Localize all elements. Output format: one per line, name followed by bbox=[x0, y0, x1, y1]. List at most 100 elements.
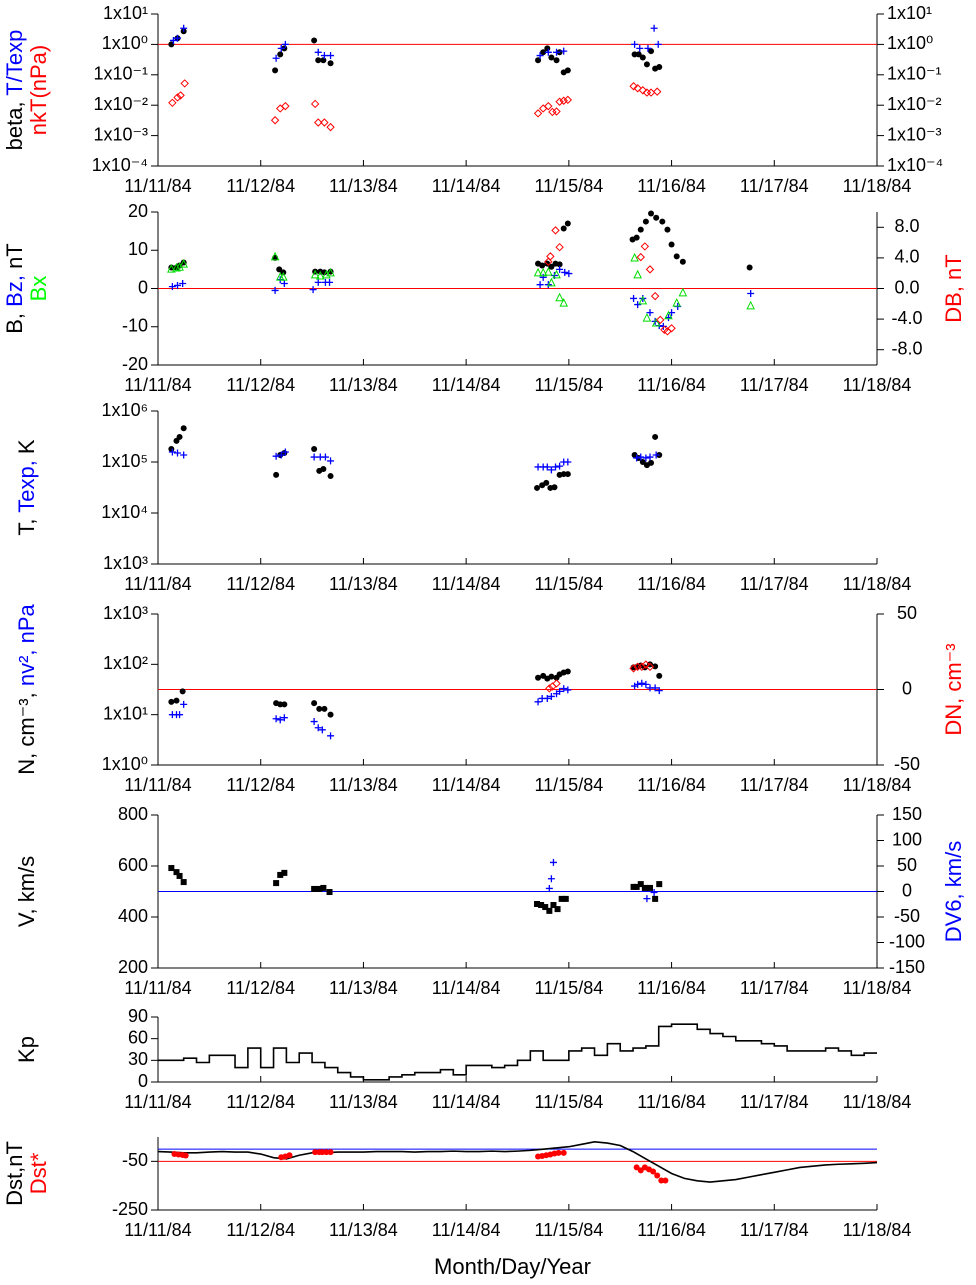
dot-marker bbox=[311, 700, 318, 707]
triangle-marker bbox=[167, 263, 176, 273]
x-tick-label: 11/12/84 bbox=[226, 375, 295, 395]
plus-marker bbox=[547, 466, 555, 474]
dot-marker bbox=[312, 1149, 319, 1156]
dot-marker bbox=[286, 1152, 293, 1159]
diamond-marker bbox=[667, 324, 676, 333]
x-tick-label: 11/16/84 bbox=[637, 775, 706, 795]
x-tick-label: 11/18/84 bbox=[843, 1092, 912, 1112]
triangle-marker bbox=[179, 259, 188, 268]
y2-tick-label: 0 bbox=[902, 678, 912, 698]
y2-tick-label: 50 bbox=[897, 855, 917, 875]
plus-marker bbox=[747, 289, 755, 297]
y2-tick-label: 50 bbox=[897, 603, 917, 623]
plus-marker bbox=[637, 453, 645, 461]
axis-label: DV6, km/s bbox=[941, 841, 966, 942]
plus-marker bbox=[180, 451, 188, 459]
diamond-marker bbox=[533, 109, 543, 118]
plus-marker bbox=[560, 47, 568, 55]
dot-marker bbox=[281, 701, 288, 708]
axis-label-part: T, bbox=[14, 513, 39, 536]
square-marker bbox=[316, 885, 323, 892]
x-tick-label: 11/14/84 bbox=[432, 978, 501, 998]
x-tick-label: 11/18/84 bbox=[843, 978, 912, 998]
x-tick-label: 11/14/84 bbox=[432, 775, 501, 795]
axis-label: T, Texp, K bbox=[14, 439, 39, 536]
diamond-marker bbox=[636, 252, 645, 262]
dot-marker bbox=[315, 57, 322, 64]
data-line bbox=[158, 1023, 877, 1081]
plus-marker bbox=[646, 309, 654, 317]
plus-marker bbox=[547, 875, 555, 883]
plus-marker bbox=[556, 462, 564, 470]
triangle-marker bbox=[555, 292, 564, 302]
dot-marker bbox=[555, 1149, 562, 1156]
square-marker bbox=[180, 879, 187, 886]
plus-marker bbox=[281, 40, 289, 48]
axis-label: Bx bbox=[26, 276, 51, 302]
plus-marker bbox=[643, 895, 651, 903]
x-axis-title: Month/Day/Year bbox=[434, 1254, 591, 1279]
plus-marker bbox=[281, 448, 289, 456]
triangle-marker bbox=[638, 295, 648, 305]
axis-label-part: beta, bbox=[2, 96, 27, 151]
axis-label-part: DB, nT bbox=[941, 254, 966, 322]
dot-marker bbox=[556, 261, 563, 268]
dot-marker bbox=[311, 445, 318, 452]
y-tick-label: 30 bbox=[128, 1049, 148, 1069]
x-tick-label: 11/15/84 bbox=[534, 1092, 603, 1112]
y-tick-label: 1x10⁻² bbox=[93, 94, 148, 114]
y-tick-label: -10 bbox=[122, 316, 148, 336]
dot-marker bbox=[311, 37, 318, 44]
x-tick-label: 11/15/84 bbox=[534, 775, 603, 795]
plus-marker bbox=[545, 884, 553, 892]
plus-marker bbox=[654, 40, 662, 48]
plus-marker bbox=[326, 278, 334, 286]
y2-tick-label: 100 bbox=[892, 829, 922, 849]
diamond-marker bbox=[270, 116, 280, 125]
dot-marker bbox=[659, 218, 666, 225]
diamond-marker bbox=[544, 257, 553, 266]
y-tick-label: 1x10⁻³ bbox=[93, 124, 148, 144]
square-marker bbox=[273, 880, 280, 887]
dot-marker bbox=[564, 220, 571, 227]
x-tick-label: 11/11/84 bbox=[124, 775, 191, 795]
plus-marker bbox=[277, 44, 285, 52]
plus-marker bbox=[633, 454, 641, 462]
square-marker bbox=[538, 902, 545, 909]
plus-marker bbox=[271, 286, 279, 294]
x-tick-label: 11/13/84 bbox=[329, 1092, 398, 1112]
dot-marker bbox=[539, 262, 546, 269]
dot-marker bbox=[327, 711, 334, 718]
plus-marker bbox=[174, 34, 182, 42]
dot-marker bbox=[635, 51, 642, 58]
square-marker bbox=[281, 869, 288, 876]
square-marker bbox=[534, 900, 541, 907]
plus-marker bbox=[642, 680, 650, 688]
plus-marker bbox=[564, 686, 572, 694]
y-tick-label: 60 bbox=[128, 1027, 148, 1047]
y2-tick-label: 1x10⁰ bbox=[887, 33, 933, 53]
square-marker bbox=[173, 869, 180, 876]
diamond-marker bbox=[310, 99, 320, 109]
x-tick-label: 11/17/84 bbox=[740, 1092, 809, 1112]
x-tick-label: 11/15/84 bbox=[534, 375, 603, 395]
plus-marker bbox=[174, 449, 182, 457]
plus-marker bbox=[272, 452, 280, 460]
square-marker bbox=[326, 889, 333, 896]
x-tick-label: 11/12/84 bbox=[226, 1092, 295, 1112]
dot-marker bbox=[560, 471, 567, 478]
axis-label-part: B, bbox=[2, 307, 27, 334]
square-marker bbox=[652, 895, 659, 902]
plus-marker bbox=[664, 314, 672, 322]
plus-marker bbox=[309, 286, 317, 294]
axis-label-part: K bbox=[14, 439, 39, 460]
diamond-marker bbox=[320, 118, 329, 127]
y-tick-label: 600 bbox=[118, 855, 148, 875]
dot-marker bbox=[637, 226, 644, 233]
dot-marker bbox=[652, 433, 659, 440]
dot-marker bbox=[168, 698, 175, 705]
dot-marker bbox=[327, 268, 334, 275]
axis-label-part: Kp bbox=[14, 1036, 39, 1063]
axis-label: V, km/s bbox=[14, 856, 39, 927]
